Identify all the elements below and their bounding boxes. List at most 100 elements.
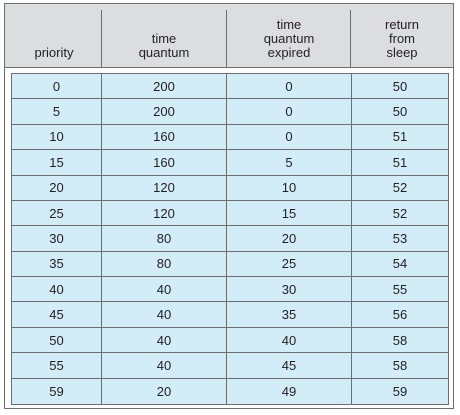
cell-return-from-sleep: 51 xyxy=(392,154,408,170)
table-row: 15 160 5 51 xyxy=(12,150,448,176)
cell-time-quantum: 20 xyxy=(156,383,172,399)
cell-time-quantum: 80 xyxy=(156,256,172,272)
header-priority: priority xyxy=(34,45,74,60)
column-divider xyxy=(351,99,352,124)
header-return-from-sleep: return from sleep xyxy=(385,17,419,60)
column-divider xyxy=(351,200,352,226)
header-time-quantum-expired: time quantum expired xyxy=(263,17,315,60)
cell-priority: 50 xyxy=(49,332,64,348)
cell-priority: 20 xyxy=(49,180,64,196)
cell-return-from-sleep: 50 xyxy=(392,78,408,94)
header-divider xyxy=(350,10,351,67)
cell-time-quantum-expired: 15 xyxy=(281,205,297,221)
cell-time-quantum-expired: 45 xyxy=(281,357,297,373)
cell-time-quantum: 160 xyxy=(153,129,175,145)
column-divider xyxy=(101,353,102,378)
cell-time-quantum-expired: 5 xyxy=(285,154,293,170)
cell-priority: 30 xyxy=(49,230,64,246)
cell-time-quantum: 80 xyxy=(156,230,172,246)
column-divider xyxy=(226,353,227,378)
column-divider xyxy=(226,150,227,175)
column-divider xyxy=(351,327,352,353)
column-divider xyxy=(101,277,102,302)
cell-return-from-sleep: 55 xyxy=(392,281,408,297)
header-time-quantum: time quantum xyxy=(138,31,190,60)
table-row: 25 120 15 52 xyxy=(12,200,448,227)
table-row: 10 160 0 51 xyxy=(12,124,448,151)
column-divider xyxy=(101,251,102,277)
table-body: 0 200 0 50 5 200 0 50 10 160 0 51 15 160 5 51 20 120 10 52 2… xyxy=(11,73,449,405)
column-divider xyxy=(101,226,102,251)
column-divider xyxy=(101,200,102,226)
column-divider xyxy=(101,378,102,404)
column-divider xyxy=(226,277,227,302)
cell-time-quantum: 200 xyxy=(153,104,175,120)
cell-return-from-sleep: 56 xyxy=(392,307,408,323)
cell-return-from-sleep: 52 xyxy=(392,205,408,221)
cell-priority: 45 xyxy=(49,307,64,323)
cell-priority: 0 xyxy=(52,78,61,94)
dispatch-table: priority time quantum time quantum expir… xyxy=(4,3,454,409)
column-divider xyxy=(351,226,352,251)
column-divider xyxy=(351,175,352,200)
column-divider xyxy=(351,251,352,277)
column-divider xyxy=(351,74,352,99)
cell-time-quantum-expired: 10 xyxy=(281,180,297,196)
cell-time-quantum: 40 xyxy=(156,307,172,323)
table-header: priority time quantum time quantum expir… xyxy=(5,4,453,68)
cell-time-quantum: 160 xyxy=(153,154,175,170)
column-divider xyxy=(101,302,102,327)
table-row: 59 20 49 59 xyxy=(12,378,448,404)
cell-return-from-sleep: 59 xyxy=(392,383,408,399)
cell-return-from-sleep: 52 xyxy=(392,180,408,196)
table-row: 30 80 20 53 xyxy=(12,226,448,252)
column-divider xyxy=(351,353,352,378)
table-row: 0 200 0 50 xyxy=(12,74,448,100)
cell-time-quantum-expired: 0 xyxy=(285,78,293,94)
column-divider xyxy=(226,226,227,251)
column-divider xyxy=(351,378,352,404)
header-divider xyxy=(226,10,227,67)
cell-time-quantum-expired: 35 xyxy=(281,307,297,323)
cell-time-quantum: 40 xyxy=(156,357,172,373)
column-divider xyxy=(101,327,102,353)
cell-return-from-sleep: 58 xyxy=(392,332,408,348)
cell-return-from-sleep: 53 xyxy=(392,230,408,246)
column-divider xyxy=(226,99,227,124)
cell-time-quantum: 40 xyxy=(156,332,172,348)
column-divider xyxy=(226,124,227,150)
column-divider xyxy=(351,124,352,150)
table-row: 45 40 35 56 xyxy=(12,302,448,328)
cell-return-from-sleep: 58 xyxy=(392,357,408,373)
cell-time-quantum-expired: 0 xyxy=(285,104,293,120)
cell-time-quantum: 120 xyxy=(153,180,175,196)
cell-priority: 40 xyxy=(49,281,64,297)
cell-priority: 15 xyxy=(49,154,64,170)
column-divider xyxy=(351,150,352,175)
table-row: 50 40 40 58 xyxy=(12,327,448,354)
column-divider xyxy=(226,175,227,200)
column-divider xyxy=(226,302,227,327)
cell-priority: 10 xyxy=(49,129,64,145)
table-row: 5 200 0 50 xyxy=(12,99,448,125)
cell-return-from-sleep: 50 xyxy=(392,104,408,120)
column-divider xyxy=(226,200,227,226)
column-divider xyxy=(101,99,102,124)
column-divider xyxy=(226,378,227,404)
cell-time-quantum: 120 xyxy=(153,205,175,221)
cell-time-quantum-expired: 0 xyxy=(285,129,293,145)
cell-return-from-sleep: 54 xyxy=(392,256,408,272)
column-divider xyxy=(351,277,352,302)
column-divider xyxy=(101,74,102,99)
column-divider xyxy=(101,175,102,200)
cell-return-from-sleep: 51 xyxy=(392,129,408,145)
cell-time-quantum-expired: 30 xyxy=(281,281,297,297)
table-row: 20 120 10 52 xyxy=(12,175,448,201)
cell-time-quantum-expired: 40 xyxy=(281,332,297,348)
column-divider xyxy=(351,302,352,327)
cell-time-quantum-expired: 25 xyxy=(281,256,297,272)
cell-priority: 59 xyxy=(49,383,64,399)
column-divider xyxy=(101,124,102,150)
table-row: 35 80 25 54 xyxy=(12,251,448,278)
cell-priority: 35 xyxy=(49,256,64,272)
